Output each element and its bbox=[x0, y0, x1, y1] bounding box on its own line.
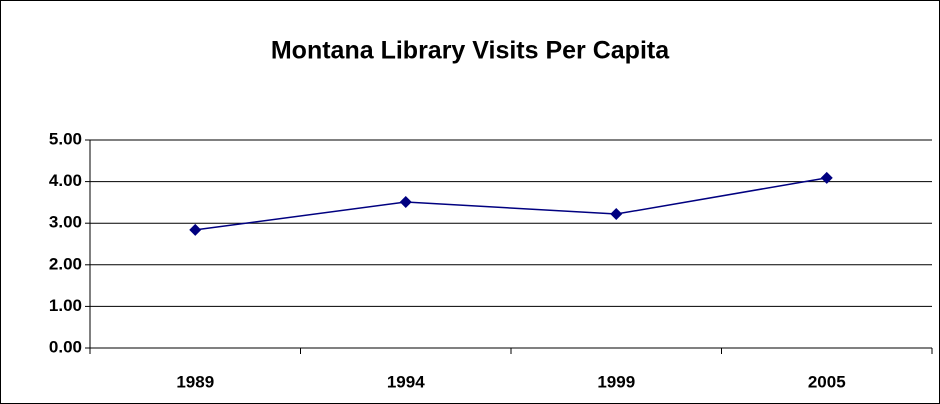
data-point bbox=[189, 223, 202, 236]
y-tick-label: 3.00 bbox=[49, 213, 82, 232]
y-tick-label: 5.00 bbox=[49, 129, 82, 148]
chart-title: Montana Library Visits Per Capita bbox=[271, 37, 670, 65]
data-point bbox=[399, 195, 412, 208]
y-tick-label: 4.00 bbox=[49, 171, 82, 190]
x-tick-label: 1989 bbox=[176, 372, 214, 391]
data-point bbox=[610, 208, 623, 221]
series-line bbox=[195, 177, 827, 231]
y-tick-label: 2.00 bbox=[49, 254, 82, 273]
x-tick-label: 1999 bbox=[597, 372, 635, 391]
y-tick-label: 0.00 bbox=[49, 337, 82, 356]
y-tick-label: 1.00 bbox=[49, 296, 82, 315]
x-tick-label: 2005 bbox=[808, 372, 846, 391]
data-point bbox=[820, 171, 833, 184]
x-tick-label: 1994 bbox=[387, 372, 425, 391]
